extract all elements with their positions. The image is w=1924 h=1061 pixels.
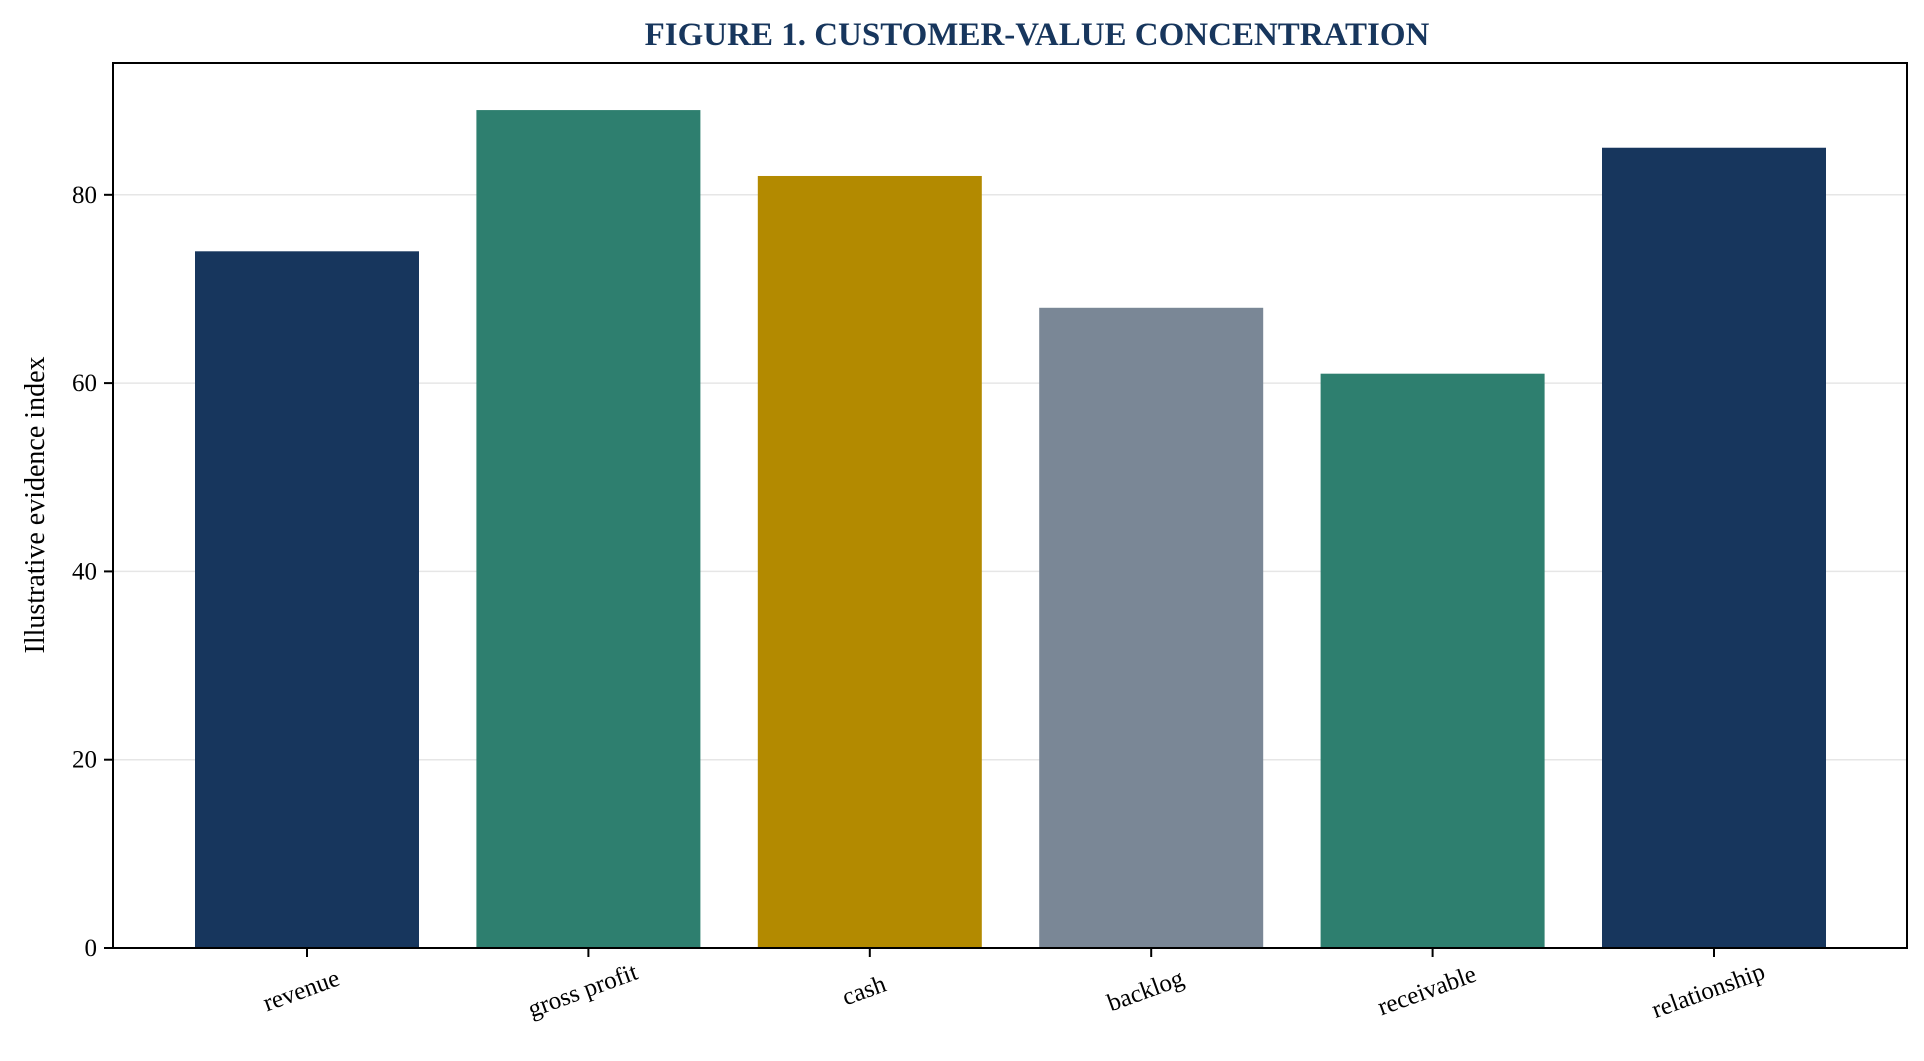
bar-cash (757, 175, 982, 948)
x-tick-label-backlog: backlog (1104, 965, 1188, 1018)
x-tick-label-relationship: relationship (1648, 958, 1768, 1024)
bar-revenue (195, 251, 419, 949)
y-tick-label-1: 20 (72, 747, 97, 774)
bar-receivable (1320, 373, 1545, 948)
x-tick-label-revenue: revenue (260, 965, 344, 1017)
y-tick-label-0: 0 (85, 935, 98, 962)
bar-relationship (1602, 147, 1826, 949)
x-tick-label-cash: cash (839, 970, 890, 1011)
y-axis-label: Illustrative evidence index (20, 357, 51, 654)
plot-frame (112, 62, 1908, 949)
bar-backlog (1039, 307, 1264, 948)
x-tick-label-gross-profit: gross profit (524, 959, 641, 1024)
x-axis: revenue gross profit cash backlog receivable… (260, 948, 1769, 1024)
y-tick-label-3: 60 (72, 370, 97, 397)
chart-title: FIGURE 1. CUSTOMER-VALUE CONCENTRATION (645, 17, 1430, 53)
y-tick-label-2: 40 (72, 558, 97, 585)
bars (195, 110, 1826, 949)
y-tick-label-4: 80 (72, 182, 97, 209)
y-axis: 0 20 40 60 80 (72, 182, 113, 962)
bar-gross-profit (476, 110, 701, 949)
x-tick-label-receivable: receivable (1374, 961, 1480, 1021)
